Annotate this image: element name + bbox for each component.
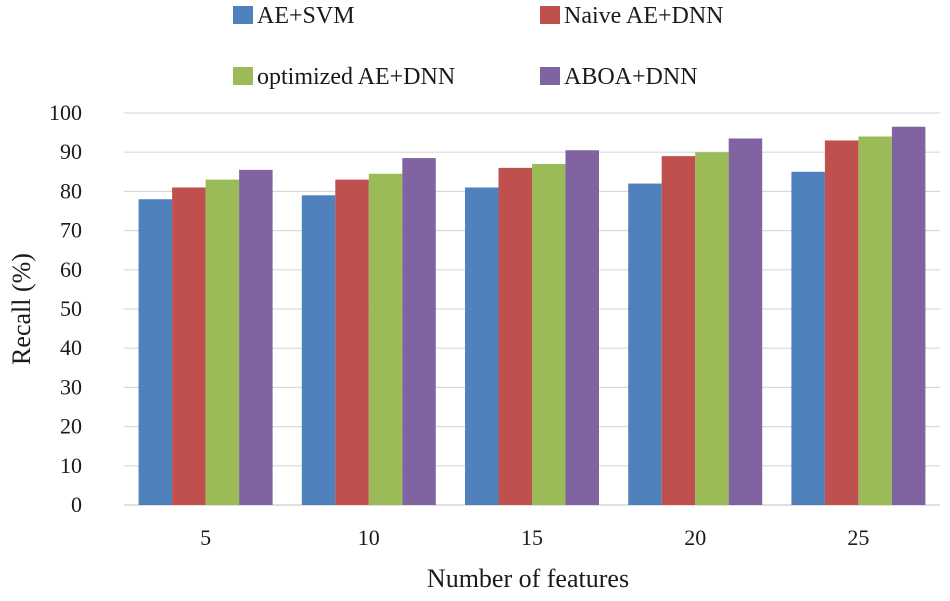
y-tick-label: 70 — [60, 218, 82, 243]
legend-swatch — [233, 6, 253, 24]
x-axis-title: Number of features — [427, 564, 629, 593]
legend-label: AE+SVM — [257, 3, 355, 29]
y-tick-label: 20 — [60, 414, 82, 439]
bar — [138, 199, 173, 506]
y-tick-label: 60 — [60, 257, 82, 282]
bar — [791, 171, 825, 506]
legend-label: ABOA+DNN — [564, 64, 698, 90]
y-axis-title: Recall (%) — [7, 253, 36, 365]
x-tick-label: 15 — [521, 525, 543, 550]
bars — [138, 126, 926, 506]
y-tick-label: 10 — [60, 453, 82, 478]
legend: AE+SVM Naive AE+DNN optimized AE+DNN ABOA+D… — [233, 3, 724, 90]
bar — [824, 140, 859, 505]
legend-swatch — [540, 67, 560, 85]
legend-swatch — [540, 6, 560, 24]
y-tick-label: 100 — [49, 100, 82, 125]
y-tick-label: 0 — [71, 492, 82, 517]
legend-label: Naive AE+DNN — [564, 3, 724, 29]
y-axis-ticks: 0 10 20 30 40 50 60 70 80 90 100 — [49, 100, 82, 517]
bar — [465, 187, 499, 506]
y-tick-label: 80 — [60, 178, 82, 203]
x-tick-label: 10 — [358, 525, 380, 550]
bar — [239, 169, 273, 505]
y-tick-label: 90 — [60, 139, 82, 164]
bar — [628, 183, 662, 505]
x-axis-ticks: 5 10 15 20 25 — [200, 525, 869, 550]
bar — [858, 136, 892, 505]
y-tick-label: 30 — [60, 374, 82, 399]
legend-swatch — [233, 67, 253, 85]
bar — [368, 173, 403, 505]
bar — [891, 126, 926, 505]
x-tick-label: 20 — [684, 525, 706, 550]
bar — [565, 150, 599, 506]
bar — [172, 187, 206, 506]
bar — [498, 167, 532, 505]
bar — [728, 138, 763, 506]
x-tick-label: 5 — [200, 525, 211, 550]
bar — [532, 163, 566, 505]
x-tick-label: 25 — [847, 525, 869, 550]
bar — [335, 179, 369, 505]
bar — [301, 195, 336, 505]
bar — [402, 158, 436, 505]
legend-label: optimized AE+DNN — [257, 64, 455, 90]
y-tick-label: 40 — [60, 335, 82, 360]
bar — [661, 156, 696, 505]
bar — [205, 179, 240, 505]
bar — [695, 152, 729, 505]
y-tick-label: 50 — [60, 296, 82, 321]
